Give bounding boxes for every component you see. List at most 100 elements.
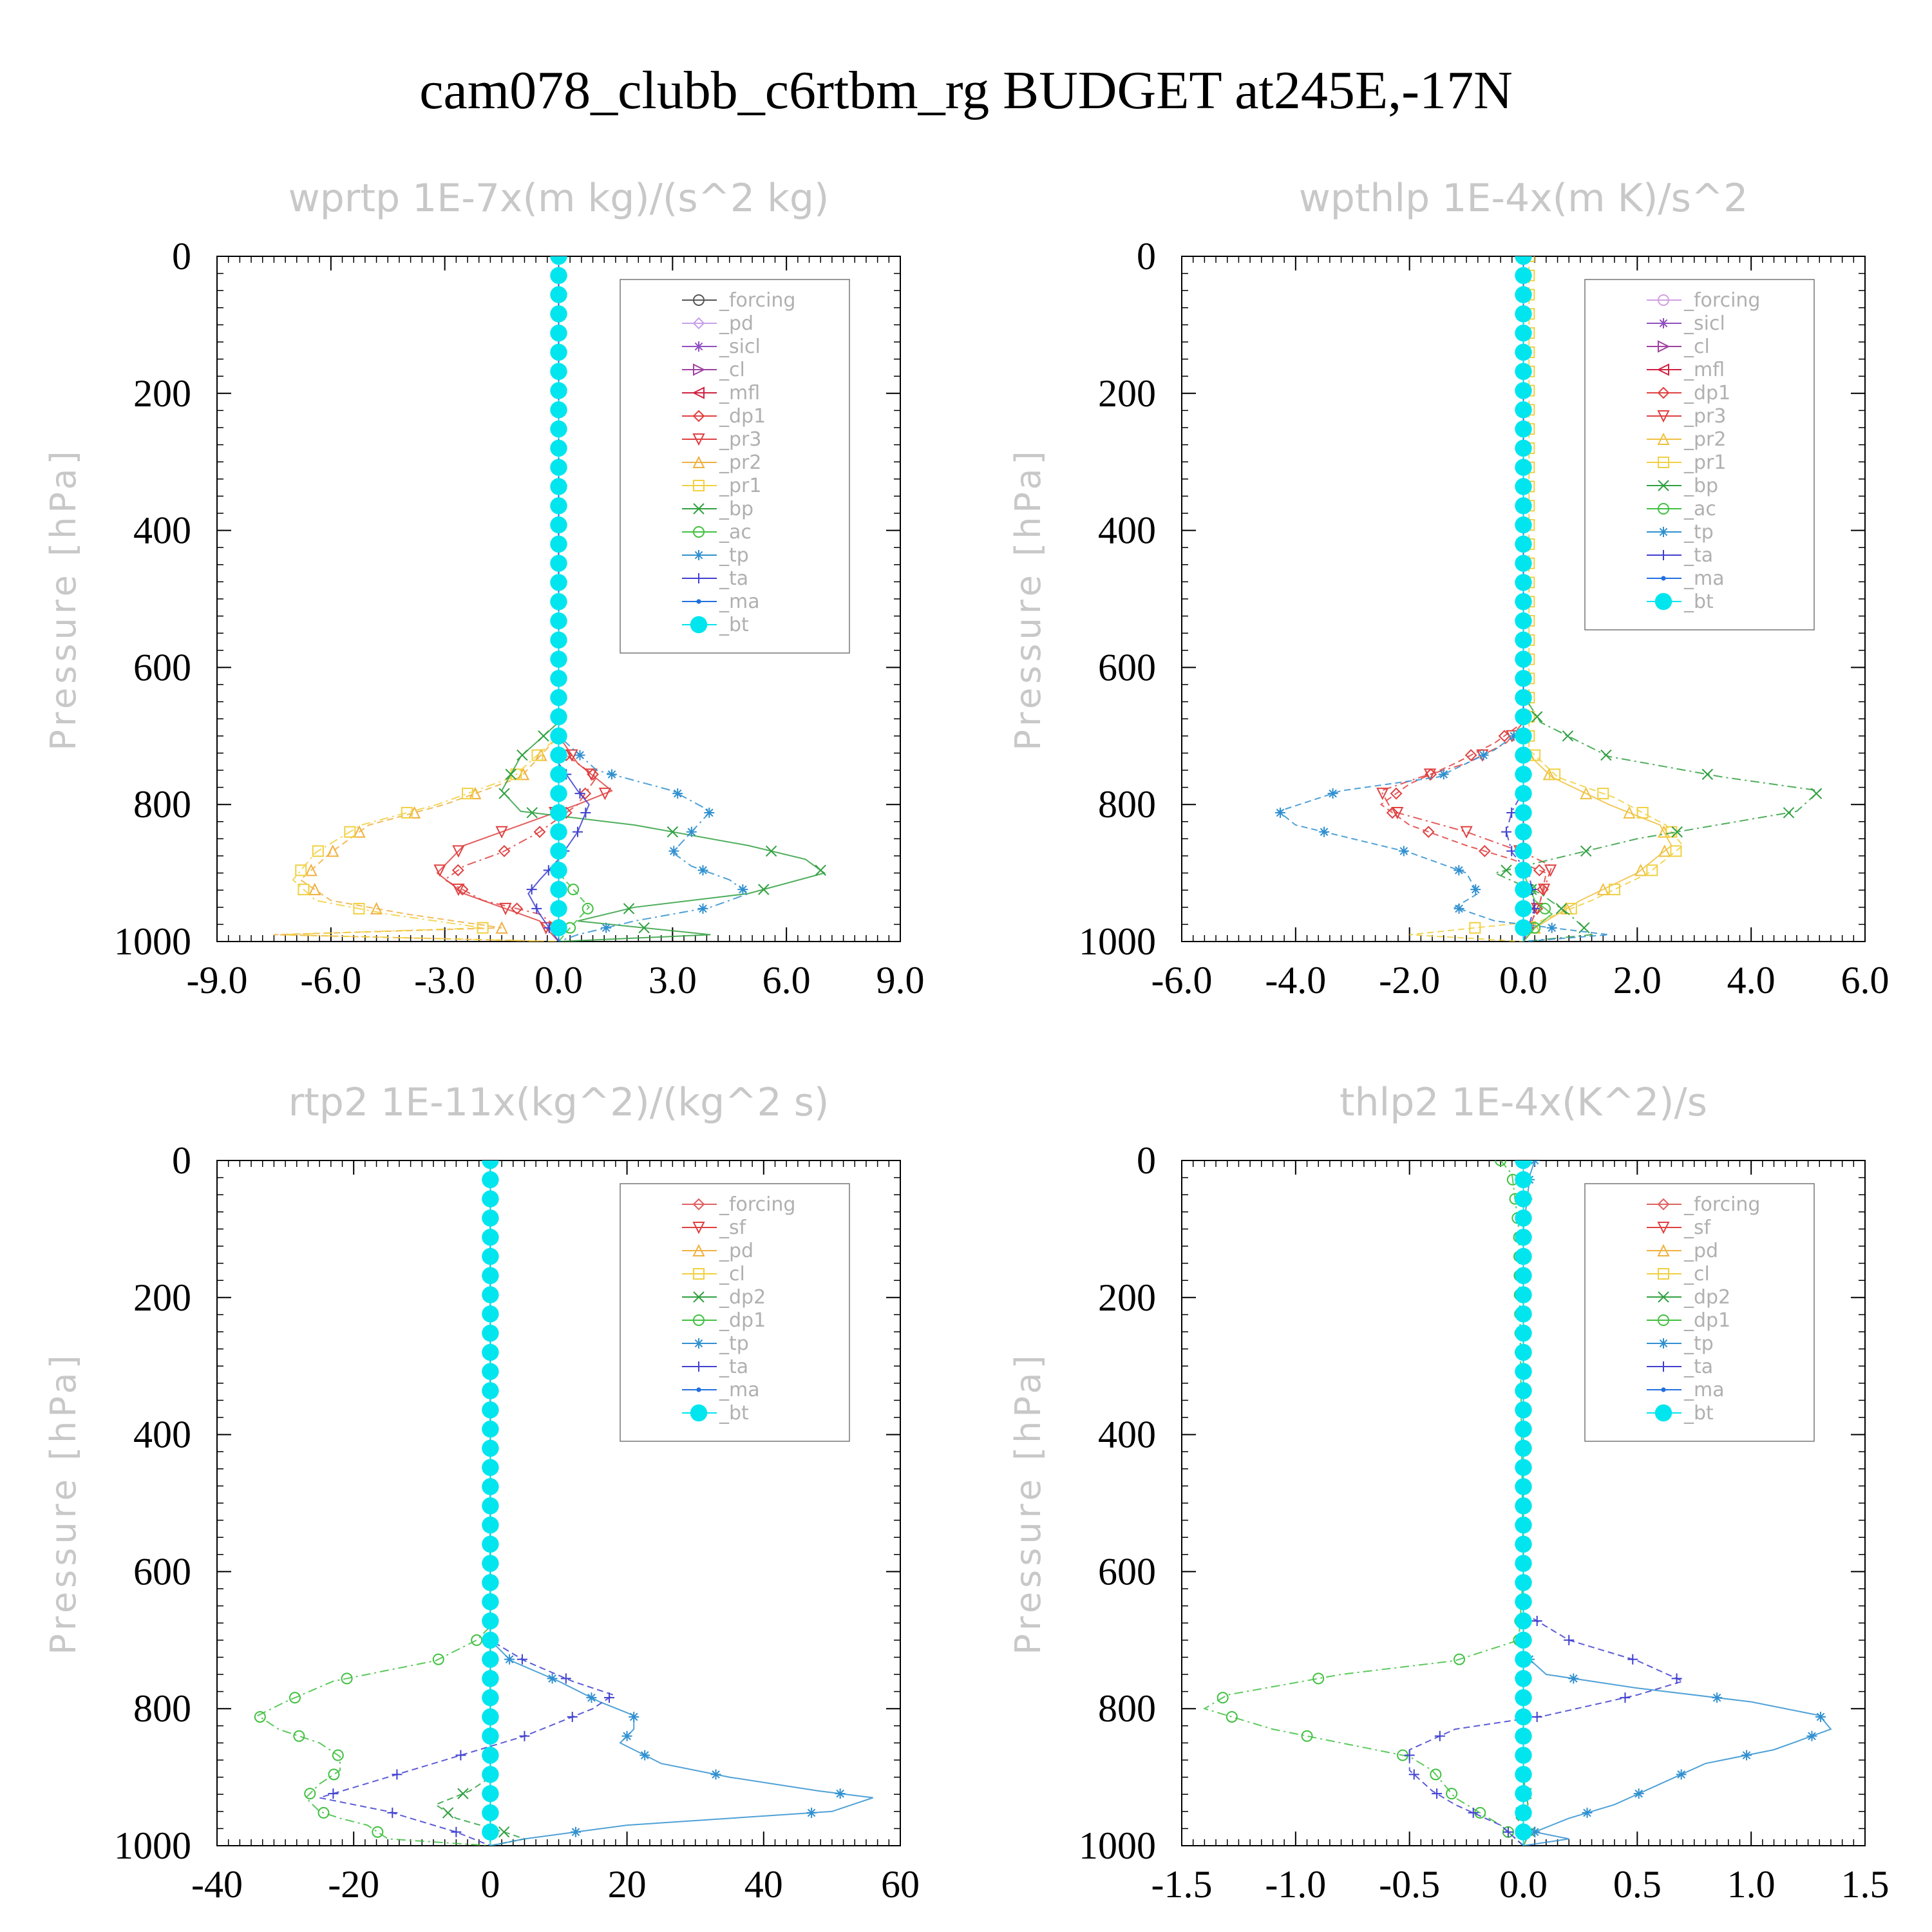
data-point bbox=[1515, 708, 1532, 726]
data-point bbox=[1634, 864, 1647, 876]
data-point bbox=[293, 1730, 305, 1742]
data-point bbox=[1600, 749, 1612, 761]
data-point bbox=[482, 1785, 499, 1803]
data-point bbox=[1438, 769, 1449, 780]
legend-item: _pd bbox=[682, 1240, 753, 1262]
data-point bbox=[401, 806, 413, 819]
y-tick-label: 200 bbox=[1098, 372, 1156, 415]
data-point bbox=[580, 807, 591, 818]
data-point bbox=[1478, 845, 1491, 857]
legend-item: _bp bbox=[1647, 475, 1718, 497]
data-point bbox=[737, 884, 748, 895]
data-point bbox=[482, 1612, 499, 1630]
series-line bbox=[434, 1160, 527, 1846]
x-tick-label: 0.5 bbox=[1613, 1863, 1662, 1906]
data-point bbox=[1312, 1672, 1325, 1685]
legend-item: _bt bbox=[1647, 1402, 1714, 1425]
legend-marker bbox=[692, 433, 705, 446]
legend-label: _bt bbox=[1683, 591, 1714, 613]
data-point bbox=[1515, 823, 1532, 840]
x-tick-label: 0.0 bbox=[1499, 959, 1548, 1001]
chart-panel: rtp2 1E-11x(kg^2)/(kg^2 s) Pressure [hPa]… bbox=[43, 1080, 920, 1906]
data-point bbox=[1515, 631, 1532, 649]
data-point bbox=[1454, 865, 1464, 876]
data-point bbox=[1658, 844, 1671, 857]
data-point bbox=[482, 1727, 499, 1745]
legend-marker bbox=[1657, 386, 1670, 399]
data-point bbox=[1565, 902, 1577, 914]
data-point bbox=[482, 1305, 499, 1323]
data-point bbox=[1515, 1324, 1532, 1342]
data-point bbox=[1608, 884, 1620, 896]
y-tick-label: 600 bbox=[133, 1550, 191, 1593]
legend-item: _ma bbox=[682, 591, 760, 613]
data-point bbox=[1408, 1769, 1419, 1780]
data-point bbox=[1515, 1593, 1532, 1611]
data-point bbox=[1712, 1692, 1723, 1703]
data-point bbox=[482, 1401, 499, 1419]
legend: _forcing_sf_pd_cl_dp2_dp1_tp_ta_ma_bt bbox=[1584, 1183, 1815, 1442]
legend-label: _ma bbox=[719, 1379, 760, 1401]
legend-item: _ma bbox=[682, 1379, 760, 1401]
data-point bbox=[586, 1692, 597, 1703]
legend-label: _forcing bbox=[719, 1193, 795, 1216]
legend-label: _dp1 bbox=[1683, 382, 1730, 404]
data-point bbox=[672, 788, 683, 799]
legend-marker bbox=[696, 1387, 701, 1392]
legend-marker bbox=[1658, 340, 1671, 353]
data-point bbox=[452, 845, 465, 858]
data-point bbox=[1423, 768, 1437, 781]
data-point bbox=[1515, 305, 1532, 323]
data-point bbox=[372, 1826, 384, 1838]
series-group bbox=[254, 1160, 873, 1846]
legend-label: _cl bbox=[1683, 1263, 1710, 1285]
legend-box bbox=[1584, 1183, 1815, 1442]
data-point bbox=[704, 807, 715, 818]
series-line bbox=[443, 256, 598, 942]
data-point bbox=[1515, 593, 1532, 611]
data-point bbox=[1530, 1826, 1540, 1837]
legend-label: _mfl bbox=[719, 382, 760, 404]
data-point bbox=[1515, 324, 1532, 342]
data-point bbox=[550, 554, 567, 572]
legend-item: _cl bbox=[682, 1263, 745, 1285]
series-pr3 bbox=[433, 256, 613, 942]
legend-item: _forcing bbox=[1647, 289, 1760, 312]
data-point bbox=[1217, 1692, 1229, 1704]
legend-label: _ac bbox=[1683, 498, 1716, 520]
data-point bbox=[1515, 1160, 1532, 1170]
legend-item: _ma bbox=[1647, 1379, 1725, 1401]
legend-label: _tp bbox=[719, 544, 749, 567]
data-point bbox=[1515, 535, 1532, 553]
data-point bbox=[456, 883, 469, 896]
data-point bbox=[482, 1823, 499, 1841]
x-tick-label: 3.0 bbox=[649, 959, 697, 1001]
series-line bbox=[1409, 256, 1684, 942]
data-point bbox=[1515, 1497, 1532, 1515]
data-point bbox=[550, 631, 567, 649]
legend-item: _dp1 bbox=[1647, 1309, 1730, 1332]
data-point bbox=[547, 1673, 558, 1684]
legend-item: _dp1 bbox=[682, 1309, 766, 1332]
data-point bbox=[482, 1382, 499, 1399]
legend-marker bbox=[696, 599, 701, 604]
legend-item: _ma bbox=[1647, 567, 1725, 590]
legend-box bbox=[620, 279, 850, 654]
legend: _forcing_pd_sicl_cl_mfl_dp1_pr3_pr2_pr1_… bbox=[620, 279, 850, 654]
data-point bbox=[1620, 1692, 1631, 1703]
data-point bbox=[1549, 768, 1561, 781]
y-tick-label: 600 bbox=[1098, 1550, 1156, 1593]
data-point bbox=[317, 1806, 330, 1819]
data-point bbox=[1539, 902, 1551, 914]
y-tick-label: 1000 bbox=[114, 920, 191, 963]
data-point bbox=[482, 1708, 499, 1726]
data-point bbox=[482, 1497, 499, 1515]
data-point bbox=[1515, 880, 1532, 898]
legend-item: _dp1 bbox=[682, 405, 766, 428]
data-point bbox=[1555, 903, 1567, 914]
data-point bbox=[1580, 845, 1592, 857]
chart-panel: thlp2 1E-4x(K^2)/s Pressure [hPa] -1.5 -1.0… bbox=[1008, 1080, 1889, 1906]
data-point bbox=[623, 903, 635, 914]
x-tick-label: 2.0 bbox=[1613, 959, 1662, 1001]
legend-marker bbox=[694, 1361, 704, 1372]
